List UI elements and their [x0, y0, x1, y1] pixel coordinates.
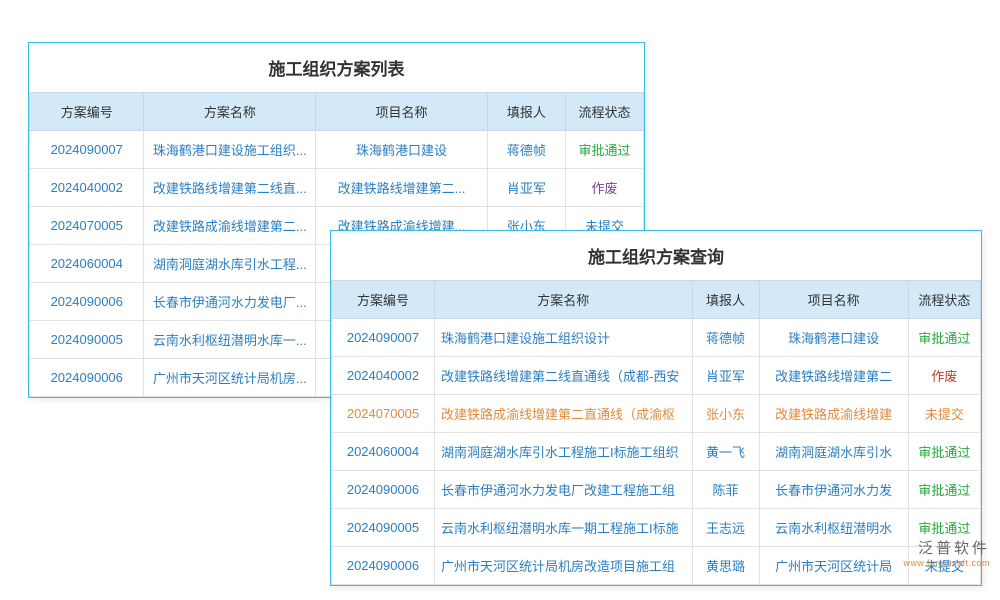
cell-person: 肖亚军 — [692, 357, 759, 395]
cell-status: 审批通过 — [908, 319, 980, 357]
col-header: 项目名称 — [316, 93, 488, 131]
cell-person: 王志远 — [692, 509, 759, 547]
cell-code: 2024090006 — [332, 471, 435, 509]
cell-plan: 广州市天河区统计局机房... — [144, 359, 316, 397]
cell-code: 2024090005 — [332, 509, 435, 547]
cell-person: 蒋德帧 — [487, 131, 565, 169]
cell-code: 2024040002 — [332, 357, 435, 395]
cell-code: 2024060004 — [332, 433, 435, 471]
col-header: 流程状态 — [565, 93, 643, 131]
col-header: 方案名称 — [144, 93, 316, 131]
cell-status: 作废 — [565, 169, 643, 207]
table-row[interactable]: 2024090007珠海鹤港口建设施工组织...珠海鹤港口建设蒋德帧审批通过 — [30, 131, 644, 169]
cell-status: 审批通过 — [565, 131, 643, 169]
cell-proj: 珠海鹤港口建设 — [316, 131, 488, 169]
col-header: 填报人 — [692, 281, 759, 319]
cell-status: 审批通过 — [908, 433, 980, 471]
logo-sub: www.fanpusoft.com — [903, 558, 990, 568]
cell-plan: 改建铁路线增建第二线直通线（成都-西安 — [435, 357, 693, 395]
cell-plan: 湖南洞庭湖水库引水工程施工I标施工组织 — [435, 433, 693, 471]
cell-proj: 改建铁路线增建第二... — [316, 169, 488, 207]
col-header: 方案编号 — [30, 93, 144, 131]
table-row[interactable]: 2024090005云南水利枢纽潜明水库一期工程施工I标施王志远云南水利枢纽潜明… — [332, 509, 981, 547]
cell-code: 2024090007 — [30, 131, 144, 169]
table-row[interactable]: 2024040002改建铁路线增建第二线直通线（成都-西安肖亚军改建铁路线增建第… — [332, 357, 981, 395]
col-header: 项目名称 — [759, 281, 908, 319]
cell-code: 2024090005 — [30, 321, 144, 359]
cell-plan: 改建铁路成渝线增建第二... — [144, 207, 316, 245]
cell-code: 2024060004 — [30, 245, 144, 283]
cell-plan: 珠海鹤港口建设施工组织... — [144, 131, 316, 169]
cell-proj: 长春市伊通河水力发 — [759, 471, 908, 509]
cell-proj: 改建铁路线增建第二 — [759, 357, 908, 395]
cell-status: 审批通过 — [908, 471, 980, 509]
table-row[interactable]: 2024070005改建铁路成渝线增建第二直通线（成渝枢张小东改建铁路成渝线增建… — [332, 395, 981, 433]
col-header: 流程状态 — [908, 281, 980, 319]
cell-code: 2024070005 — [332, 395, 435, 433]
cell-plan: 云南水利枢纽潜明水库一... — [144, 321, 316, 359]
logo-main: 泛普软件 — [903, 537, 990, 558]
cell-plan: 改建铁路线增建第二线直... — [144, 169, 316, 207]
cell-person: 黄思璐 — [692, 547, 759, 585]
cell-person: 张小东 — [692, 395, 759, 433]
cell-person: 肖亚军 — [487, 169, 565, 207]
cell-code: 2024090006 — [332, 547, 435, 585]
cell-proj: 湖南洞庭湖水库引水 — [759, 433, 908, 471]
panel-plan-query: 施工组织方案查询 方案编号方案名称填报人项目名称流程状态 2024090007珠… — [330, 230, 982, 586]
brand-logo: 泛普软件 www.fanpusoft.com — [903, 537, 990, 568]
cell-plan: 长春市伊通河水力发电厂... — [144, 283, 316, 321]
cell-person: 黄一飞 — [692, 433, 759, 471]
cell-person: 蒋德帧 — [692, 319, 759, 357]
col-header: 填报人 — [487, 93, 565, 131]
cell-code: 2024040002 — [30, 169, 144, 207]
cell-plan: 云南水利枢纽潜明水库一期工程施工I标施 — [435, 509, 693, 547]
cell-status: 作废 — [908, 357, 980, 395]
cell-status: 未提交 — [908, 395, 980, 433]
panel-title: 施工组织方案查询 — [331, 231, 981, 280]
cell-proj: 改建铁路成渝线增建 — [759, 395, 908, 433]
table-row[interactable]: 2024090007珠海鹤港口建设施工组织设计蒋德帧珠海鹤港口建设审批通过 — [332, 319, 981, 357]
table-row[interactable]: 2024090006广州市天河区统计局机房改造项目施工组黄思璐广州市天河区统计局… — [332, 547, 981, 585]
panel-title: 施工组织方案列表 — [29, 43, 644, 92]
cell-plan: 长春市伊通河水力发电厂改建工程施工组 — [435, 471, 693, 509]
cell-proj: 云南水利枢纽潜明水 — [759, 509, 908, 547]
cell-code: 2024070005 — [30, 207, 144, 245]
cell-plan: 广州市天河区统计局机房改造项目施工组 — [435, 547, 693, 585]
table-row[interactable]: 2024060004湖南洞庭湖水库引水工程施工I标施工组织黄一飞湖南洞庭湖水库引… — [332, 433, 981, 471]
cell-plan: 珠海鹤港口建设施工组织设计 — [435, 319, 693, 357]
col-header: 方案编号 — [332, 281, 435, 319]
cell-code: 2024090006 — [30, 359, 144, 397]
cell-proj: 珠海鹤港口建设 — [759, 319, 908, 357]
cell-plan: 湖南洞庭湖水库引水工程... — [144, 245, 316, 283]
table-row[interactable]: 2024090006长春市伊通河水力发电厂改建工程施工组陈菲长春市伊通河水力发审… — [332, 471, 981, 509]
col-header: 方案名称 — [435, 281, 693, 319]
cell-code: 2024090006 — [30, 283, 144, 321]
cell-person: 陈菲 — [692, 471, 759, 509]
cell-plan: 改建铁路成渝线增建第二直通线（成渝枢 — [435, 395, 693, 433]
plan-query-table: 方案编号方案名称填报人项目名称流程状态 2024090007珠海鹤港口建设施工组… — [331, 280, 981, 585]
table-row[interactable]: 2024040002改建铁路线增建第二线直...改建铁路线增建第二...肖亚军作… — [30, 169, 644, 207]
cell-code: 2024090007 — [332, 319, 435, 357]
cell-proj: 广州市天河区统计局 — [759, 547, 908, 585]
